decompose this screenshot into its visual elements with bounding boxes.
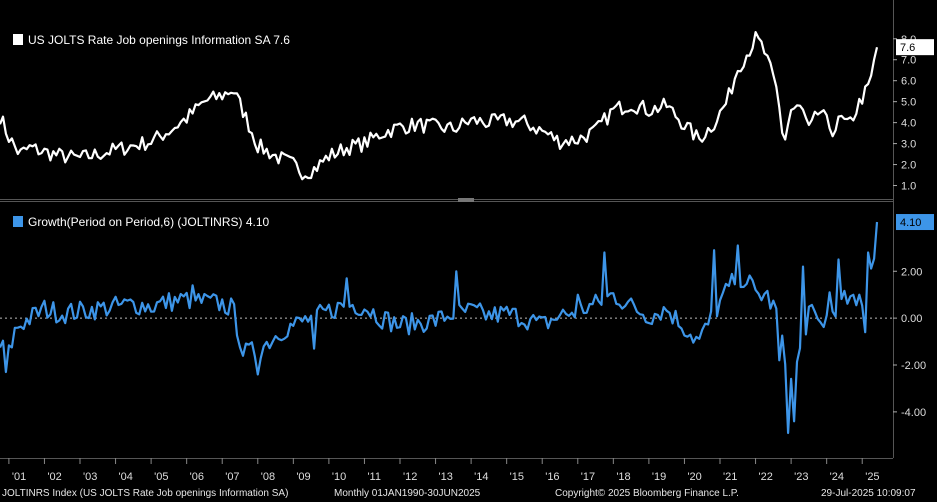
legend-top-label: US JOLTS Rate Job openings Information S…	[28, 33, 290, 47]
y-tick-label: 4.0	[901, 118, 916, 130]
legend-top[interactable]: US JOLTS Rate Job openings Information S…	[13, 33, 290, 47]
y-tick-label: 1.0	[901, 181, 916, 193]
x-tick-label: '01	[12, 471, 26, 483]
last-value-badge: 4.10	[896, 214, 934, 231]
last-value-label: 4.10	[900, 217, 921, 229]
x-tick-label: '20	[687, 471, 701, 483]
x-tick-label: '11	[367, 471, 381, 483]
x-tick-label: '17	[581, 471, 595, 483]
x-tick-label: '15	[510, 471, 524, 483]
x-tick-label: '18	[616, 471, 630, 483]
top-panel: 1.02.03.04.05.06.07.08.07.6	[0, 31, 934, 193]
y-tick-label: 3.0	[901, 139, 916, 151]
series-line	[0, 221, 879, 435]
footer: JOLTINRS Index (US JOLTS Rate Job openin…	[0, 486, 937, 502]
x-tick-label: '24	[830, 471, 844, 483]
x-axis: '01 '02 '03 '04 '05 '06 '07 '08 '09 '10 '11 '12 '13 '…	[8, 458, 880, 483]
x-tick-label: '09	[296, 471, 310, 483]
footer-copyright: Copyright© 2025 Bloomberg Finance L.P.	[555, 488, 739, 499]
x-tick-label: '25	[865, 471, 879, 483]
y-tick-label: 0.00	[901, 313, 922, 325]
legend-top-swatch	[13, 34, 23, 45]
panel-resize-handle[interactable]	[458, 198, 474, 202]
last-value-label: 7.6	[900, 42, 915, 54]
bottom-panel: 2.00 0.00 -2.00 -4.00 4.10	[0, 214, 934, 435]
series-line	[0, 31, 879, 181]
y-tick-label: -2.00	[901, 360, 926, 372]
bloomberg-chart: 1.02.03.04.05.06.07.08.07.6 2.000.00-2.0…	[0, 0, 934, 483]
x-tick-label: '22	[759, 471, 773, 483]
panel-frames	[0, 0, 894, 459]
y-tick-label: 5.0	[901, 97, 916, 109]
x-tick-label: '08	[261, 471, 275, 483]
y-tick-label: -4.00	[901, 407, 926, 419]
y-tick-label: 2.0	[901, 160, 916, 172]
x-tick-label: '23	[794, 471, 808, 483]
x-tick-label: '02	[47, 471, 61, 483]
x-tick-label: '13	[439, 471, 453, 483]
x-tick-label: '04	[119, 471, 133, 483]
x-tick-label: '03	[83, 471, 97, 483]
y-tick-label: 7.0	[901, 55, 916, 67]
x-tick-label: '05	[154, 471, 168, 483]
x-tick-label: '16	[545, 471, 559, 483]
x-tick-label: '12	[403, 471, 417, 483]
legend-bottom[interactable]: Growth(Period on Period,6) (JOLTINRS) 4.…	[13, 215, 270, 229]
last-value-badge: 7.6	[896, 39, 934, 56]
y-tick-label: 2.00	[901, 266, 922, 278]
footer-description: JOLTINRS Index (US JOLTS Rate Job openin…	[2, 488, 289, 499]
legend-bottom-label: Growth(Period on Period,6) (JOLTINRS) 4.…	[28, 215, 270, 229]
x-tick-label: '21	[723, 471, 737, 483]
x-tick-label: '14	[474, 471, 488, 483]
x-tick-label: '10	[332, 471, 346, 483]
y-tick-label: 6.0	[901, 76, 916, 88]
x-tick-label: '19	[652, 471, 666, 483]
legend-bottom-swatch	[13, 216, 23, 227]
footer-period: Monthly 01JAN1990-30JUN2025	[334, 488, 481, 499]
footer-timestamp: 29-Jul-2025 10:09:07	[821, 488, 916, 499]
x-tick-label: '07	[225, 471, 239, 483]
x-tick-label: '06	[190, 471, 204, 483]
